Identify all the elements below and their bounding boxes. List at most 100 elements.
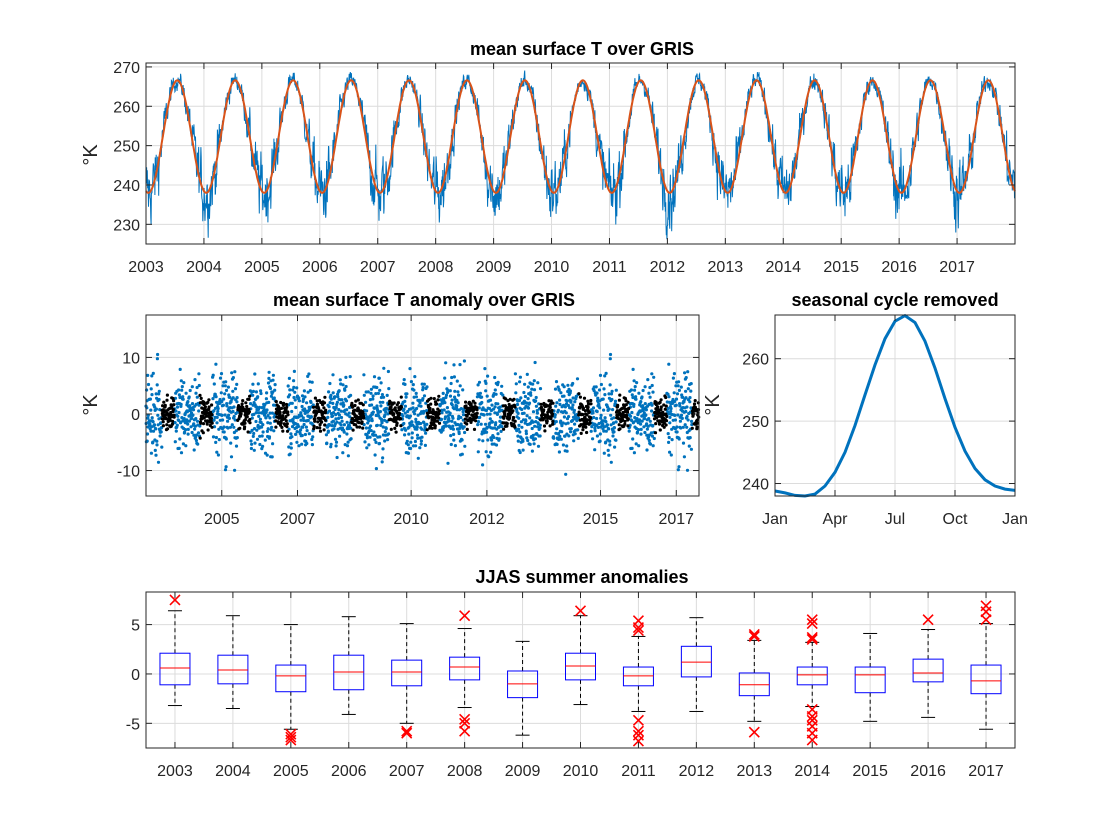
point-anomaly — [224, 465, 228, 469]
point-jjas — [243, 425, 247, 429]
point-anomaly — [261, 423, 265, 427]
point-jjas — [658, 428, 662, 432]
point-anomaly — [365, 409, 369, 413]
point-anomaly — [173, 440, 177, 444]
point-anomaly — [384, 426, 388, 431]
point-jjas — [508, 397, 512, 401]
point-anomaly — [373, 453, 377, 457]
point-anomaly — [288, 452, 292, 456]
point-anomaly — [406, 451, 411, 455]
point-jjas — [429, 396, 433, 400]
point-anomaly — [145, 388, 149, 392]
point-jjas — [503, 414, 507, 418]
point-anomaly — [346, 440, 350, 444]
point-anomaly — [652, 436, 656, 441]
point-anomaly — [213, 406, 218, 410]
point-jjas — [548, 424, 552, 428]
point-jjas — [465, 414, 469, 418]
xtick-label: 2015 — [823, 259, 859, 276]
outlier-marker — [806, 734, 818, 746]
point-anomaly — [455, 379, 459, 383]
point-jjas — [285, 425, 289, 429]
point-anomaly — [455, 408, 459, 412]
point-anomaly — [456, 390, 460, 394]
point-anomaly — [514, 382, 518, 386]
point-jjas — [360, 420, 364, 424]
point-anomaly — [338, 378, 342, 382]
point-jjas — [432, 410, 436, 414]
point-anomaly — [335, 420, 339, 424]
point-anomaly — [667, 362, 671, 366]
point-jjas — [663, 407, 667, 411]
point-anomaly — [452, 438, 456, 442]
point-jjas — [322, 416, 326, 420]
point-anomaly — [266, 427, 270, 431]
point-anomaly — [334, 405, 338, 409]
point-anomaly — [450, 398, 454, 402]
point-jjas — [661, 410, 665, 414]
boxplot-2006 — [333, 616, 365, 715]
point-jjas — [617, 423, 621, 427]
point-anomaly — [219, 391, 223, 395]
ytick-label: 260 — [742, 352, 769, 369]
point-anomaly — [448, 411, 452, 415]
point-anomaly — [566, 421, 570, 425]
point-anomaly — [677, 380, 681, 384]
point-anomaly — [414, 444, 418, 448]
point-anomaly — [523, 394, 528, 399]
ytick-label: 0 — [131, 407, 140, 424]
point-jjas — [695, 425, 699, 429]
point-anomaly — [216, 406, 220, 411]
point-anomaly — [414, 420, 418, 424]
point-anomaly — [492, 435, 496, 440]
point-anomaly — [561, 421, 565, 425]
point-jjas — [244, 401, 248, 405]
point-anomaly — [327, 405, 331, 409]
point-anomaly — [648, 395, 652, 399]
point-jjas — [551, 401, 555, 405]
point-anomaly — [479, 422, 483, 426]
point-anomaly — [639, 432, 643, 436]
point-jjas — [395, 421, 399, 425]
point-anomaly — [649, 431, 654, 435]
point-anomaly — [228, 395, 232, 399]
point-anomaly — [380, 393, 384, 397]
point-anomaly — [376, 411, 380, 415]
point-anomaly — [156, 460, 161, 464]
point-jjas — [245, 404, 249, 409]
point-anomaly — [419, 439, 423, 443]
point-anomaly — [197, 403, 201, 407]
point-anomaly — [604, 420, 608, 424]
point-anomaly — [308, 380, 312, 384]
point-anomaly — [196, 442, 200, 446]
point-anomaly — [383, 439, 387, 443]
point-anomaly — [678, 404, 682, 408]
point-anomaly — [235, 410, 240, 414]
point-anomaly — [338, 434, 342, 438]
point-jjas — [392, 412, 396, 416]
point-anomaly — [409, 380, 413, 384]
point-jjas — [274, 400, 278, 404]
point-jjas — [658, 411, 662, 415]
xtick-label: 2004 — [215, 763, 251, 780]
point-anomaly — [233, 418, 237, 422]
point-anomaly — [476, 420, 481, 424]
point-anomaly — [425, 422, 429, 426]
point-anomaly — [607, 392, 611, 396]
point-anomaly — [639, 422, 643, 426]
point-anomaly — [331, 419, 335, 423]
point-anomaly — [179, 402, 183, 406]
point-anomaly — [211, 435, 216, 439]
point-anomaly — [415, 425, 419, 429]
xtick-label: 2007 — [389, 763, 425, 780]
point-anomaly — [158, 434, 162, 438]
point-anomaly — [273, 383, 277, 387]
point-anomaly — [425, 385, 429, 389]
point-anomaly — [500, 425, 504, 429]
point-jjas — [394, 430, 398, 434]
point-jjas — [695, 421, 700, 425]
point-jjas — [436, 398, 440, 402]
point-anomaly — [538, 423, 542, 427]
point-anomaly — [411, 406, 415, 410]
point-anomaly — [671, 376, 676, 380]
